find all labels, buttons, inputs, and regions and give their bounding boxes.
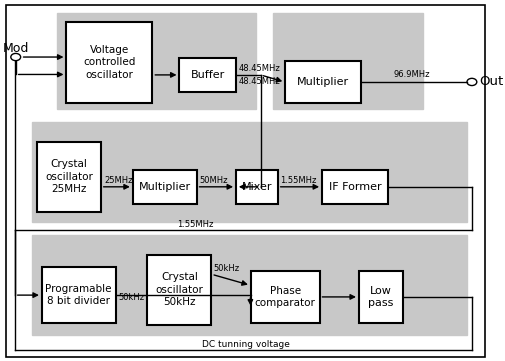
Text: Out: Out	[478, 75, 502, 88]
Bar	[66, 22, 152, 103]
Text: Multiplier: Multiplier	[138, 182, 190, 192]
Text: Voltage
controlled
oscillator: Voltage controlled oscillator	[83, 45, 135, 80]
Bar	[272, 13, 422, 109]
Text: 1.55MHz: 1.55MHz	[280, 176, 316, 185]
Text: 50kHz: 50kHz	[214, 264, 239, 273]
Bar	[179, 58, 235, 92]
Text: Programable
8 bit divider: Programable 8 bit divider	[45, 284, 112, 306]
Text: 1.55MHz: 1.55MHz	[177, 219, 213, 229]
Bar	[147, 255, 211, 325]
Text: 50kHz: 50kHz	[118, 293, 144, 302]
Text: Phase
comparator: Phase comparator	[254, 286, 315, 308]
Text: Crystal
oscillator
50kHz: Crystal oscillator 50kHz	[155, 272, 203, 307]
Bar	[37, 142, 100, 212]
Text: IF Former: IF Former	[328, 182, 381, 192]
Text: Low
pass: Low pass	[368, 286, 393, 308]
Text: 96.9MHz: 96.9MHz	[392, 70, 429, 79]
Text: DC tunning voltage: DC tunning voltage	[201, 340, 289, 349]
Bar	[250, 271, 319, 323]
Bar	[235, 170, 277, 204]
Bar	[321, 170, 387, 204]
Text: Buffer: Buffer	[190, 70, 224, 80]
Bar	[57, 13, 255, 109]
Bar	[42, 267, 115, 323]
Bar	[32, 122, 466, 222]
Text: 25MHz: 25MHz	[105, 176, 133, 185]
Bar	[358, 271, 402, 323]
Text: 48.45MHz: 48.45MHz	[238, 77, 280, 86]
Bar	[32, 235, 466, 335]
Text: 50MHz: 50MHz	[198, 176, 227, 185]
Text: 48.45MHz: 48.45MHz	[238, 64, 280, 73]
Text: Crystal
oscillator
25MHz: Crystal oscillator 25MHz	[45, 159, 92, 194]
Text: Mixer: Mixer	[241, 182, 272, 192]
Text: Mod: Mod	[3, 42, 29, 55]
Bar	[284, 61, 361, 103]
Text: Multiplier: Multiplier	[296, 77, 348, 87]
Bar	[132, 170, 196, 204]
